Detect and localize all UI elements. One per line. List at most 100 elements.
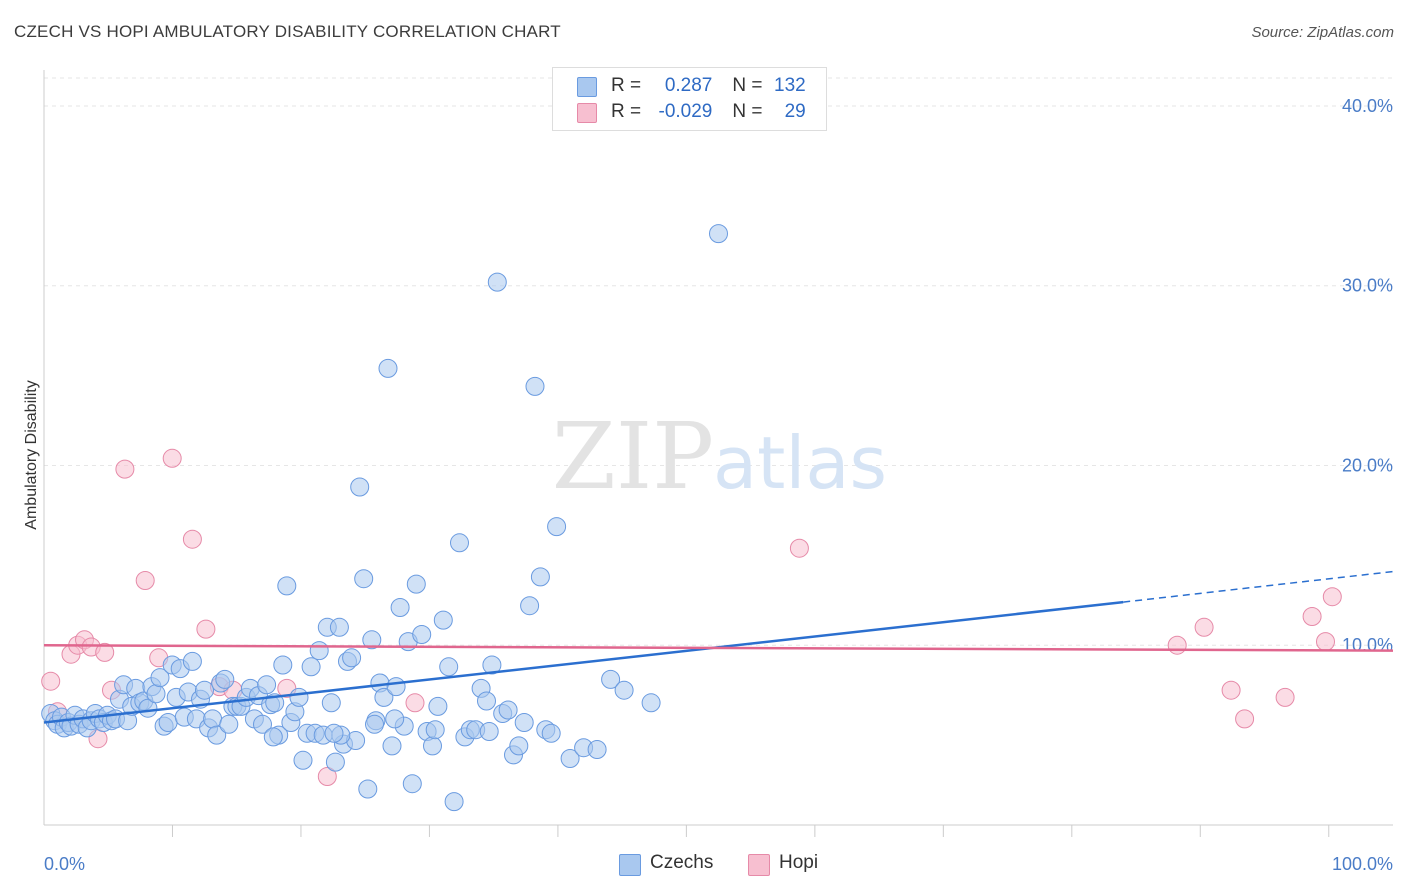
hopi-point-12 bbox=[162, 448, 182, 468]
x-tick-100: 100.0% bbox=[1332, 854, 1393, 874]
hopi-point-26 bbox=[1302, 607, 1322, 626]
czech-point-129 bbox=[479, 722, 499, 741]
czech-point-70 bbox=[321, 693, 341, 713]
y-tick-40: 40.0% bbox=[1342, 96, 1393, 116]
series-swatch-czechs bbox=[619, 854, 641, 876]
legend-swatch-hopi bbox=[577, 103, 597, 123]
hopi-point-0 bbox=[41, 671, 61, 691]
czech-point-59 bbox=[277, 576, 297, 596]
hopi-point-13 bbox=[182, 529, 202, 549]
czech-point-128 bbox=[385, 709, 405, 729]
hopi-trendline bbox=[43, 643, 1394, 652]
hopi-point-18 bbox=[317, 767, 337, 786]
czech-point-27 bbox=[146, 684, 166, 704]
hopi-point-19 bbox=[405, 693, 425, 713]
czech-point-72 bbox=[329, 617, 349, 637]
hopi-point-21 bbox=[1167, 635, 1187, 655]
y-axis-label: Ambulatory Disability bbox=[23, 380, 40, 529]
czech-point-65 bbox=[301, 657, 321, 677]
czech-point-99 bbox=[450, 533, 469, 553]
czech-point-85 bbox=[382, 736, 402, 756]
y-tick-20: 20.0% bbox=[1342, 455, 1393, 475]
czech-point-131 bbox=[324, 723, 344, 743]
czech-point-30 bbox=[158, 713, 178, 732]
czech-point-87 bbox=[390, 598, 410, 617]
series-label-hopi: Hopi bbox=[779, 852, 819, 873]
chart-source: Source: ZipAtlas.com bbox=[1251, 24, 1394, 41]
x-tick-0: 0.0% bbox=[44, 854, 85, 874]
czech-point-90 bbox=[402, 774, 422, 794]
czech-point-120 bbox=[587, 740, 607, 759]
czech-point-105 bbox=[482, 655, 502, 675]
czech-point-110 bbox=[509, 736, 529, 756]
series-swatch-hopi bbox=[748, 854, 770, 876]
czech-point-111 bbox=[514, 713, 534, 732]
czech-point-92 bbox=[412, 625, 432, 644]
hopi-point-23 bbox=[1221, 680, 1241, 700]
czech-point-39 bbox=[195, 680, 214, 700]
czech-point-127 bbox=[263, 727, 283, 747]
czech-point-97 bbox=[439, 657, 459, 677]
czech-trendline-extension bbox=[1123, 570, 1394, 603]
czech-point-84 bbox=[378, 358, 398, 378]
hopi-point-28 bbox=[1322, 587, 1342, 607]
czech-point-53 bbox=[253, 714, 272, 734]
czech-point-42 bbox=[207, 725, 227, 745]
czech-point-112 bbox=[520, 596, 540, 616]
czech-point-63 bbox=[293, 750, 313, 770]
legend-text-czechs: R = 0.287 N = 132 bbox=[611, 75, 806, 96]
czech-point-54 bbox=[257, 675, 277, 695]
czech-point-45 bbox=[219, 714, 239, 734]
hopi-point-7 bbox=[95, 642, 115, 662]
y-tick-30: 30.0% bbox=[1342, 276, 1393, 296]
czech-point-95 bbox=[428, 696, 448, 716]
czech-point-104 bbox=[477, 691, 496, 711]
watermark-atlas: atlas bbox=[713, 421, 887, 505]
czech-point-113 bbox=[525, 376, 545, 396]
czech-point-125 bbox=[425, 720, 445, 740]
hopi-point-14 bbox=[196, 619, 216, 639]
hopi-point-25 bbox=[1275, 687, 1295, 707]
legend-row-hopi: R = -0.029 N = 29 bbox=[577, 101, 806, 125]
legend-text-hopi: R = -0.029 N = 29 bbox=[611, 101, 806, 122]
czech-point-117 bbox=[547, 517, 567, 537]
czech-point-77 bbox=[350, 477, 370, 497]
series-legend: Czechs Hopi bbox=[0, 852, 1406, 878]
czech-point-91 bbox=[406, 574, 426, 594]
czech-point-114 bbox=[530, 567, 550, 587]
czech-point-67 bbox=[309, 641, 329, 661]
czech-point-108 bbox=[498, 700, 518, 720]
czech-point-98 bbox=[444, 792, 464, 812]
czech-point-79 bbox=[358, 779, 378, 799]
czech-point-118 bbox=[560, 749, 580, 768]
czech-point-124 bbox=[709, 224, 728, 244]
czech-point-71 bbox=[325, 752, 345, 772]
legend-row-czechs: R = 0.287 N = 132 bbox=[577, 75, 806, 99]
czech-point-78 bbox=[354, 569, 374, 589]
czech-point-83 bbox=[374, 687, 394, 707]
czech-trendline bbox=[43, 600, 1124, 724]
czech-point-130 bbox=[365, 714, 384, 734]
stats-legend: R = 0.287 N = 132 R = -0.029 N = 29 bbox=[552, 67, 827, 131]
czech-point-28 bbox=[150, 668, 170, 688]
hopi-point-10 bbox=[135, 571, 155, 590]
chart-title: CZECH VS HOPI AMBULATORY DISABILITY CORR… bbox=[14, 22, 561, 41]
czech-point-44 bbox=[215, 669, 235, 689]
hopi-point-27 bbox=[1316, 632, 1335, 652]
hopi-point-24 bbox=[1235, 709, 1255, 729]
czech-point-58 bbox=[273, 655, 293, 675]
hopi-point-22 bbox=[1194, 617, 1214, 637]
czech-point-122 bbox=[614, 680, 634, 700]
czech-point-96 bbox=[433, 610, 453, 630]
czech-point-75 bbox=[342, 648, 362, 668]
czech-point-116 bbox=[541, 723, 561, 743]
czech-point-41 bbox=[203, 709, 223, 729]
watermark-zip: ZIP bbox=[552, 403, 714, 510]
legend-swatch-czechs bbox=[577, 77, 597, 97]
czech-point-36 bbox=[182, 651, 202, 671]
czech-point-106 bbox=[487, 272, 507, 292]
series-label-czechs: Czechs bbox=[650, 852, 714, 873]
hopi-point-9 bbox=[115, 459, 135, 479]
czech-point-94 bbox=[423, 736, 442, 756]
